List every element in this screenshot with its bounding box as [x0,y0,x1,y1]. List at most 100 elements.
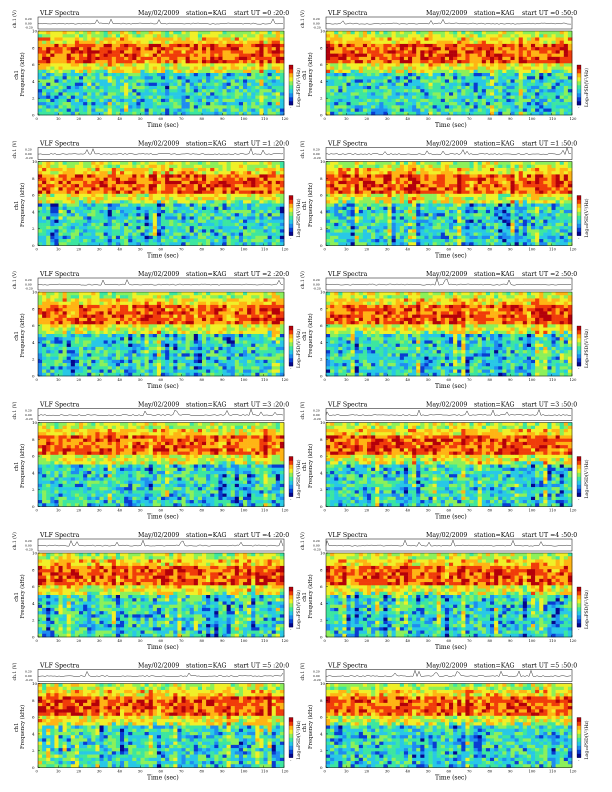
spectrogram-cell [214,242,219,246]
spectrogram-cell [473,63,478,67]
spectrogram-cell [226,108,231,113]
x-tick-label: 70 [179,248,184,252]
spectrogram-cell [83,177,88,182]
spectrogram-cell [279,171,285,175]
spectrogram-cell [424,98,429,103]
spectrogram-cell [148,213,154,217]
spectrogram-cell [177,180,182,185]
spectrogram-cell [416,73,421,77]
spectrogram-cell [473,76,478,80]
spectrogram-cell [107,89,113,93]
spectrogram-cell [140,171,145,175]
spectrogram-cell [259,56,264,61]
spectrogram-cell [107,171,113,175]
spectrogram-cell [412,111,417,116]
spectrogram-cell [152,209,158,214]
spectrogram-cell [330,53,335,58]
spectrogram-cell [330,161,335,166]
spectrogram-cell [181,197,186,201]
spectrogram-cell [498,37,503,41]
spectrogram-cell [148,98,154,103]
spectrogram-cell [177,193,182,198]
spectrogram-cell [46,82,51,87]
spectrogram-cell [440,76,446,80]
spectrogram-cell [169,161,174,166]
spectrogram-cell [457,105,462,109]
spectrogram-cell [79,167,84,172]
spectrogram-cell [416,50,421,54]
spectrogram-cell [247,60,252,64]
spectrogram-cell [449,56,454,61]
spectrogram-cell [432,85,437,90]
spectrogram-cell [465,89,470,93]
x-tick-label: 100 [241,117,249,121]
spectrogram-cell [132,111,137,116]
spectrogram-cell [498,102,503,106]
spectrogram-cell [354,37,360,41]
spectrogram-cell [197,92,203,96]
spectrogram-cell [181,85,186,90]
spectrogram-cell [230,111,236,116]
spectrogram-cell [169,102,174,106]
spectrogram-cell [271,203,277,208]
spectrogram-cell [412,85,417,90]
spectrogram-cell [514,56,519,61]
spectrogram-cell [169,53,174,58]
spectrogram-cell [494,66,499,71]
spectrogram-cell [399,53,405,58]
spectrogram-cell [103,193,108,198]
spectrogram-cell [436,111,442,116]
spectrogram-cell [58,47,63,51]
spectrogram-cell [83,235,88,240]
spectrogram-cell [506,43,511,48]
spectrogram-cell [326,66,331,71]
spectrogram-cell [181,203,186,208]
spectrogram-cell [387,47,392,51]
spectrogram-cell [74,40,80,45]
spectrogram-cell [510,56,515,61]
spectrogram-cell [234,171,240,175]
spectrogram-cell [99,85,104,90]
spectrogram-cell [181,79,186,83]
spectrogram-cell [185,95,190,100]
spectrogram-cell [379,161,384,166]
spectrogram-cell [202,174,207,178]
spectrogram-cell [169,31,174,35]
spectrogram-cell [551,43,556,48]
spectrogram-cell [399,63,405,67]
spectrogram-cell [420,69,425,74]
spectrogram-cell [91,60,96,64]
spectrogram-cell [259,229,264,233]
spectrogram-cell [498,31,503,35]
spectrogram-cell [444,69,450,74]
spectrogram-cell [83,184,88,188]
spectrogram-cell [334,76,339,80]
spectrogram-cell [42,34,47,38]
spectrogram-cell [375,47,380,51]
spectrogram-cell [473,85,478,90]
spectrogram-cell [358,66,364,71]
spectrogram-cell [99,164,104,169]
spectrogram-cell [206,111,211,116]
spectrogram-cell [210,37,215,41]
spectrogram-cell [490,31,495,35]
spectrogram-cell [99,187,104,191]
spectrogram-cell [263,174,268,178]
spectrogram-cell [42,98,47,103]
spectrogram-cell [87,89,92,93]
spectrogram-cell [111,216,117,220]
spectrogram-cell [169,197,174,201]
spectrogram-cell [424,102,429,106]
spectrogram-cell [346,60,351,64]
spectrogram-cell [70,111,76,116]
spectrogram-cell [169,209,174,214]
spectrogram-cell [128,111,133,116]
spectrogram-cell [128,203,133,208]
spectrogram-cell [128,76,133,80]
spectrogram-cell [465,102,470,106]
spectrogram-cell [206,219,211,224]
spectrogram-cell [185,177,190,182]
colorbar-label: Log₁₀PSD(V²/Hz) [295,68,302,107]
spectrogram-cell [50,60,55,64]
spectrogram-cell [531,76,536,80]
